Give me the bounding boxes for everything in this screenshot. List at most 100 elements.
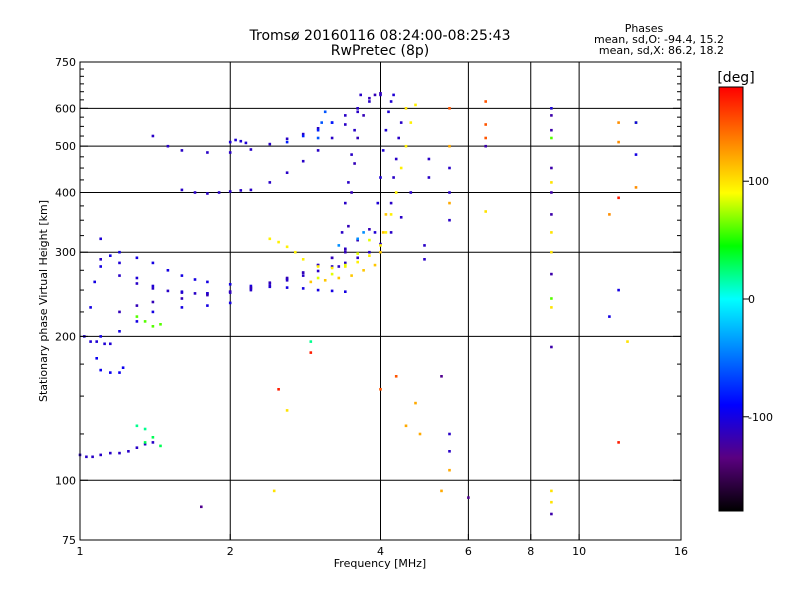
echo-point-8-8 [301,132,305,136]
echo-point-5-4 [180,290,184,293]
echo-point-24-0 [448,144,451,148]
echo-point-6-4 [206,293,209,297]
echo-point-4-4 [166,289,170,293]
echo-point-8-2 [180,149,184,152]
echo-point-0-8 [143,442,147,446]
echo-point-27-6 [484,210,487,213]
echo-point-31-1 [617,196,620,200]
echo-point-20-3 [159,323,162,326]
echo-trace-32 [200,375,470,509]
x-tick-label-4: 8 [527,545,534,558]
echo-point-19-2 [323,110,327,114]
echo-point-29-3 [608,213,611,216]
echo-point-24-4 [404,424,408,428]
echo-point-23-1 [448,191,451,194]
y-tick-label-0: 75 [62,534,76,547]
echo-point-23-5 [423,258,426,261]
echo-point-32-2 [200,505,203,509]
phase-stats-heading: Phases [625,22,664,35]
echo-point-5-0 [99,237,102,241]
echo-trace-11 [285,121,334,144]
echo-point-27-4 [550,306,553,309]
echo-trace-23 [423,157,451,453]
colorbar-label: [deg] [717,70,754,86]
echo-trace-13 [337,93,362,268]
echo-point-27-1 [550,181,553,184]
echo-trace-18 [316,238,371,280]
echo-point-4-14 [330,265,334,268]
echo-point-8-4 [228,151,232,154]
echo-point-9-3 [244,141,248,145]
echo-point-28-0 [550,136,553,140]
y-tick-label-1: 100 [55,474,76,487]
echo-point-17-2 [337,276,341,280]
echo-trace-15 [389,121,403,205]
echo-point-32-0 [440,375,443,378]
y-tick-label-5: 500 [55,140,76,153]
echo-trace-2 [95,357,125,374]
echo-point-18-0 [316,276,320,280]
echo-trace-33 [135,340,313,431]
echo-point-8-11 [344,114,347,117]
echo-point-3-6 [151,261,155,265]
echo-point-13-0 [337,265,341,268]
echo-point-10-10 [316,149,320,152]
echo-point-1-2 [95,340,98,343]
echo-point-23-3 [448,432,451,436]
echo-trace-9 [228,138,248,145]
echo-point-17-8 [384,213,388,216]
echo-point-11-3 [330,121,334,124]
data-points [78,92,638,516]
echo-point-21-0 [143,441,147,444]
echo-point-25-1 [484,100,487,103]
echo-point-4-13 [316,269,320,273]
echo-point-14-1 [376,201,380,205]
echo-point-1-3 [103,342,106,346]
echo-point-9-0 [228,140,232,144]
echo-point-6-12 [344,248,347,251]
echo-point-4-12 [301,274,305,277]
x-tick-label-0: 1 [77,545,84,558]
echo-point-16-11 [384,231,388,234]
echo-point-2-4 [95,357,98,360]
echo-point-8-1 [166,144,170,148]
echo-point-17-0 [309,280,313,284]
echo-point-8-0 [151,134,155,138]
echo-point-3-5 [135,256,139,260]
echo-point-20-2 [151,325,155,328]
echo-point-12-0 [344,250,347,254]
echo-point-24-6 [440,489,443,493]
echo-point-14-6 [389,100,393,103]
echo-point-14-3 [381,149,385,152]
echo-point-0-4 [109,451,112,455]
echo-point-30-0 [634,121,638,124]
echo-point-6-0 [118,310,121,314]
x-tick-label-6: 16 [674,545,688,558]
echo-point-8-7 [285,137,289,141]
echo-point-30-1 [634,153,638,156]
echo-point-30-3 [617,288,620,292]
echo-point-17-7 [381,231,385,234]
echo-point-31-2 [277,388,280,391]
echo-point-10-9 [301,159,305,163]
echo-trace-26 [484,114,553,516]
echo-point-17-4 [362,269,365,272]
echo-point-25-5 [394,375,398,378]
echo-point-20-0 [135,315,139,318]
echo-point-6-6 [249,286,253,289]
echo-point-24-2 [448,468,451,472]
echo-point-27-3 [550,250,553,254]
echo-point-8-13 [368,100,371,103]
echo-trace-17 [309,213,388,284]
echo-point-23-0 [448,166,451,170]
echo-point-10-8 [285,171,289,174]
echo-point-12-6 [368,96,371,100]
echo-point-6-5 [228,290,232,293]
echo-point-29-1 [617,121,620,124]
echo-point-14-4 [384,128,388,132]
echo-trace-7 [99,301,232,338]
echo-trace-3 [89,250,347,309]
echo-trace-12 [344,92,382,254]
echo-point-22-2 [337,244,341,247]
echo-point-18-1 [330,272,334,276]
